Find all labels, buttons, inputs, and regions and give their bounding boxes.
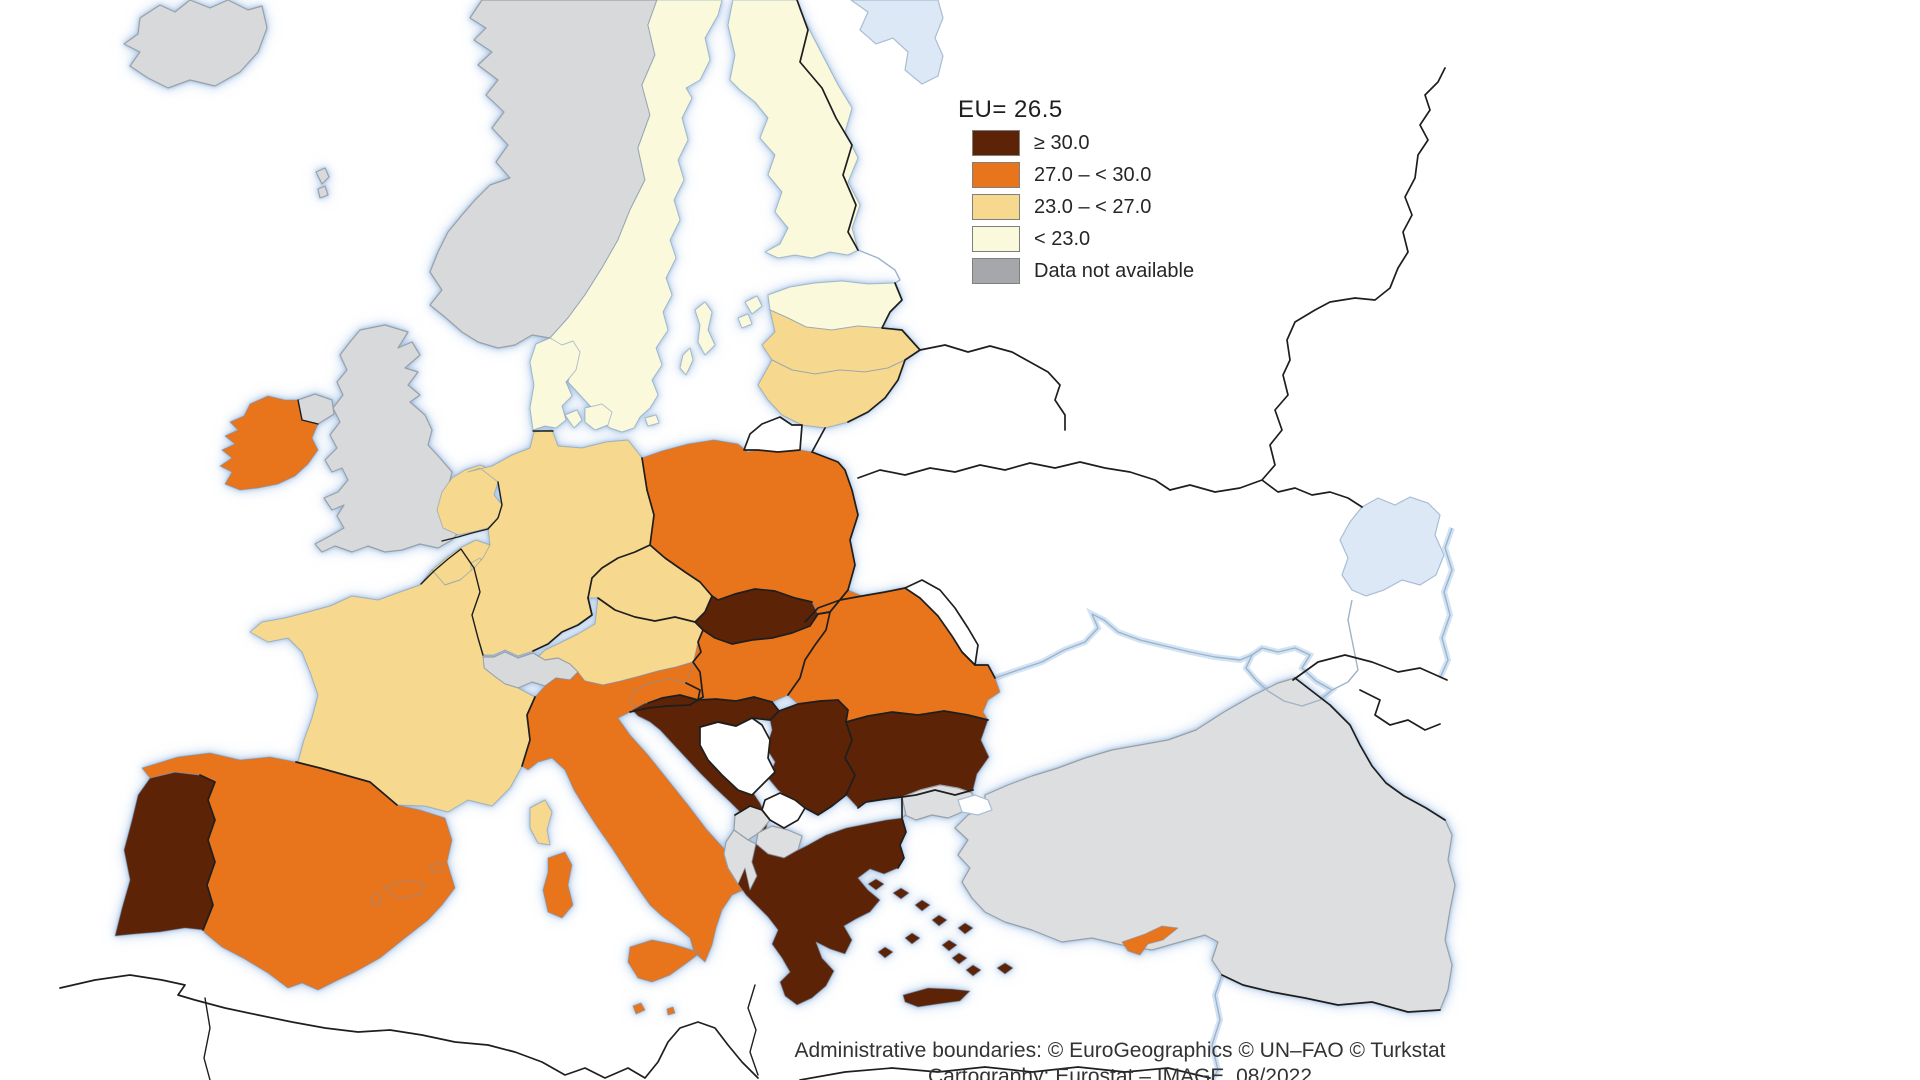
country-portugal (114, 771, 216, 937)
legend-row-27-30: 27.0 – < 30.0 (972, 162, 1151, 188)
border-nl-de (487, 481, 503, 530)
legend-label-23-27: 23.0 – < 27.0 (1034, 195, 1152, 218)
border-rs-bg (844, 721, 856, 796)
country-faroe-islands (315, 167, 330, 199)
legend-swatch-lt-23 (972, 226, 1020, 252)
border-ro-bg (845, 710, 989, 723)
country-sweden (549, 0, 723, 433)
border-fi-ru (796, 0, 859, 251)
border-at-hu-si (685, 629, 704, 701)
legend-label-27-30: 27.0 – < 30.0 (1034, 163, 1152, 186)
legend-row-lt-23: < 23.0 (972, 226, 1090, 252)
country-cyprus (1121, 925, 1179, 956)
legend-row-na: Data not available (972, 258, 1194, 284)
legend-title: EU= 26.5 (958, 96, 1063, 123)
border-ro-rs (837, 699, 849, 723)
border-by-ru (919, 344, 1066, 431)
border-sk-pl (711, 588, 813, 603)
credits-boundaries: Administrative boundaries: © EuroGeograp… (794, 1039, 1446, 1062)
country-estonia (737, 280, 903, 331)
sea-of-azov (1339, 496, 1445, 597)
border-es-fr (295, 761, 398, 806)
country-greece (737, 817, 1014, 1008)
country-kaliningrad (743, 416, 803, 453)
border-fr-it (521, 696, 536, 767)
credits-cartography: Cartography: Eurostat – IMAGE, 08/2022 (927, 1065, 1313, 1080)
legend-row-23-27: 23.0 – < 27.0 (972, 194, 1151, 220)
border-by-ua (857, 461, 1171, 491)
sea-shapes (849, 0, 1445, 597)
gulf-of-finland-russia-coast (857, 249, 901, 284)
border-tr-east (1294, 677, 1446, 821)
country-italy (521, 651, 766, 1016)
legend-label-lt-23: < 23.0 (1034, 227, 1091, 250)
legend-swatch-23-27 (972, 194, 1020, 220)
country-united-kingdom (297, 324, 463, 553)
border-si-hr-it (629, 694, 704, 713)
border-ie-uk (297, 399, 319, 425)
border-cz-pl (649, 544, 713, 597)
country-moldova (904, 579, 979, 666)
border-hu-rs (771, 699, 839, 712)
africa-coast-east (799, 1066, 1211, 1080)
legend-row-ge-30: ≥ 30.0 (972, 130, 1089, 156)
border-hu-hr (697, 696, 773, 703)
legend: EU= 26.5 ≥ 30.0 27.0 – < 30.0 23.0 – < 2… (958, 96, 1194, 284)
border-cz-at-sk (597, 595, 713, 631)
border-tr-sy-iq (1221, 974, 1441, 1013)
africa-coast (59, 974, 759, 1079)
border-rs-mk-me (734, 794, 847, 821)
white-countries (699, 416, 979, 829)
country-fills (114, 0, 1456, 1016)
border-be-nl (441, 528, 489, 542)
border-fr-be (420, 548, 475, 585)
white-sea (849, 0, 944, 85)
ukraine-black-sea-coast (994, 613, 1253, 679)
country-denmark (529, 337, 660, 431)
border-hr-rs-bih (699, 710, 780, 728)
northeast-black-sea-coast (1439, 527, 1453, 679)
border-de-cz (587, 544, 651, 599)
legend-label-ge-30: ≥ 30.0 (1034, 131, 1090, 154)
border-caucasus (1292, 654, 1448, 731)
country-spain (141, 752, 456, 991)
country-borders (59, 0, 1448, 1080)
border-sk-hu-ua (702, 611, 831, 645)
map-credits: Administrative boundaries: © EuroGeograp… (645, 1038, 1595, 1080)
border-de-pl (641, 457, 655, 546)
border-pl-east (811, 451, 859, 615)
border-de-at (532, 597, 593, 652)
border-pt-es (199, 774, 216, 931)
legend-swatch-na (972, 258, 1020, 284)
country-iceland (123, 0, 268, 89)
legend-swatch-ge-30 (972, 130, 1020, 156)
country-france (249, 567, 553, 846)
border-fr-de (471, 567, 484, 656)
levant-coast (1211, 974, 1223, 1080)
country-finland (727, 0, 861, 259)
legend-swatch-27-30 (972, 162, 1020, 188)
kerch-azov-coast (1331, 599, 1359, 691)
border-hu-ro (787, 611, 831, 696)
border-ru-ua (1169, 67, 1446, 508)
border-dz-tn (203, 984, 759, 1080)
white-land-coastlines (857, 249, 1453, 1080)
sea-of-marmara (957, 794, 993, 816)
border-bg-gr-tr (857, 789, 974, 869)
legend-label-na: Data not available (1034, 259, 1195, 282)
